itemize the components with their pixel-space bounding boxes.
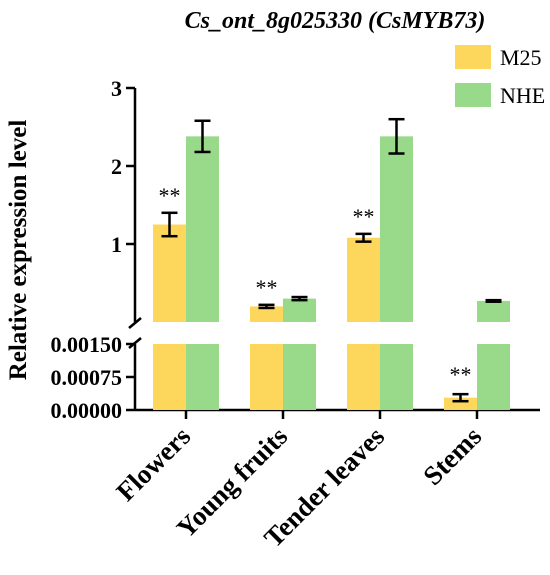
bar-nhe-lower — [283, 344, 316, 410]
bar-m25-lower — [347, 344, 380, 410]
y-tick-label: 0.00150 — [51, 332, 123, 357]
bar-m25 — [347, 237, 380, 322]
legend-label-nhe: NHE — [500, 83, 545, 108]
bar-m25-lower — [153, 344, 186, 410]
y-tick-label: 2 — [111, 154, 122, 179]
y-tick-label: 0.00000 — [51, 398, 123, 423]
bar-m25-lower — [250, 344, 283, 410]
x-tick-label: Stems — [417, 421, 487, 491]
legend-label-m25: M25 — [500, 45, 542, 70]
bar-m25 — [153, 224, 186, 322]
bar-nhe — [186, 136, 219, 322]
y-tick-label: 0.00075 — [51, 365, 123, 390]
legend: M25 NHE — [455, 45, 545, 108]
significance-label: ** — [353, 204, 375, 229]
chart-title: Cs_ont_8g025330 (CsMYB73) — [185, 8, 486, 34]
bar-nhe-lower — [477, 344, 510, 410]
bar-nhe — [380, 136, 413, 322]
significance-label: ** — [159, 183, 181, 208]
bar-nhe-lower — [186, 344, 219, 410]
bars: ** ** ** ** — [153, 117, 510, 410]
axes: 1 2 3 0.00000 0.00075 0.00150 — [51, 76, 540, 423]
y-tick-label: 3 — [111, 76, 122, 101]
significance-label: ** — [450, 362, 472, 387]
legend-swatch-m25 — [455, 45, 491, 69]
axis-break-mark — [128, 317, 142, 329]
bar-nhe-lower — [380, 344, 413, 410]
bar-nhe — [283, 298, 316, 322]
significance-label: ** — [256, 275, 278, 300]
bar-m25 — [444, 397, 477, 410]
y-tick-label: 1 — [111, 232, 122, 257]
bar-nhe — [477, 300, 510, 322]
legend-swatch-nhe — [455, 83, 491, 107]
bar-m25 — [250, 306, 283, 322]
y-axis-title: Relative expression level — [5, 120, 32, 381]
x-tick-label: Flowers — [110, 421, 196, 507]
